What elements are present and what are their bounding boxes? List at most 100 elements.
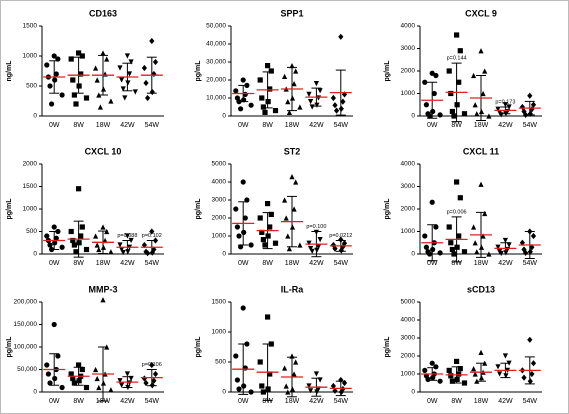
y-axis-label: pg/mL [384,198,391,220]
point [446,367,452,373]
point [454,179,460,185]
y-axis-label: pg/mL [195,336,202,358]
y-tick-label: 3000 [212,197,227,204]
point [124,233,130,239]
y-tick-label: 1000 [212,233,227,240]
point [143,379,149,387]
point [486,113,492,119]
chart-title: sCD13 [467,284,495,294]
point [448,373,454,379]
point [97,104,103,110]
point [96,384,102,391]
x-tick-label: 54W [145,398,160,405]
point [79,224,85,230]
chart-title: SPP1 [280,8,303,18]
x-tick-label: 18W [474,260,489,267]
x-tick-label: 0W [49,260,60,267]
point [108,249,114,255]
x-tick-label: 8W [451,122,462,129]
point [482,210,488,217]
point [96,246,102,253]
point [286,246,292,252]
point [289,63,295,69]
point [285,99,291,105]
point [93,366,99,373]
point [471,366,477,372]
y-tick-label: 3000 [401,183,416,190]
y-tick-label: 150,000 [14,321,38,328]
point [132,89,138,95]
point [454,358,460,364]
y-tick-label: 4000 [401,161,416,168]
point [527,336,533,343]
chart-title: MMP-3 [89,284,118,294]
x-tick-label: 18W [285,398,300,405]
point [124,371,130,377]
point [340,243,346,250]
x-tick-label: 54W [145,122,160,129]
point [141,241,147,249]
y-tick-label: 2000 [401,206,416,213]
y-tick-label: 0 [33,251,37,258]
x-tick-label: 54W [145,260,160,267]
y-axis-label: pg/mL [195,60,202,82]
point [108,387,114,393]
point [471,72,477,79]
point [233,88,239,94]
point [495,106,501,112]
y-tick-label: 1500 [212,299,227,306]
x-tick-label: 0W [238,398,249,405]
point [233,206,239,212]
point [49,101,55,107]
point [289,174,295,180]
point [423,102,429,108]
point [236,233,242,239]
point [456,233,462,239]
point [309,248,315,254]
point [530,232,537,240]
point [297,242,303,248]
point [437,250,443,256]
x-tick-label: 54W [523,260,538,267]
y-tick-label: 0 [222,389,226,396]
point [457,366,463,372]
point [45,371,52,377]
point [330,94,336,102]
x-tick-label: 54W [334,122,349,129]
y-tick-label: 0 [411,251,415,258]
x-tick-label: 18W [96,122,111,129]
y-tick-label: 20,000 [206,77,226,84]
point [457,48,463,54]
point [59,244,65,250]
point [308,99,314,105]
point [59,92,65,98]
point [236,386,242,392]
point [248,102,254,108]
y-tick-label: 1000 [401,90,416,97]
point [267,371,273,377]
point [272,240,279,246]
point [73,249,79,255]
point [446,224,452,230]
point [120,250,126,256]
y-tick-label: 2000 [401,68,416,75]
point [79,53,85,59]
point [124,53,130,59]
point [83,246,90,253]
point [257,359,263,365]
point [70,375,76,382]
point [471,224,477,230]
point [265,314,271,320]
y-tick-label: 4000 [212,179,227,186]
point [306,240,312,246]
y-tick-label: 1000 [401,371,416,378]
point [122,95,128,101]
x-tick-label: 42W [309,398,324,405]
point [267,224,273,230]
point [506,242,512,248]
annotation: p=0.106 [142,362,162,368]
point [308,388,314,394]
annotation: p=0.088 [117,233,137,239]
point [306,91,312,97]
x-tick-label: 42W [498,122,513,129]
